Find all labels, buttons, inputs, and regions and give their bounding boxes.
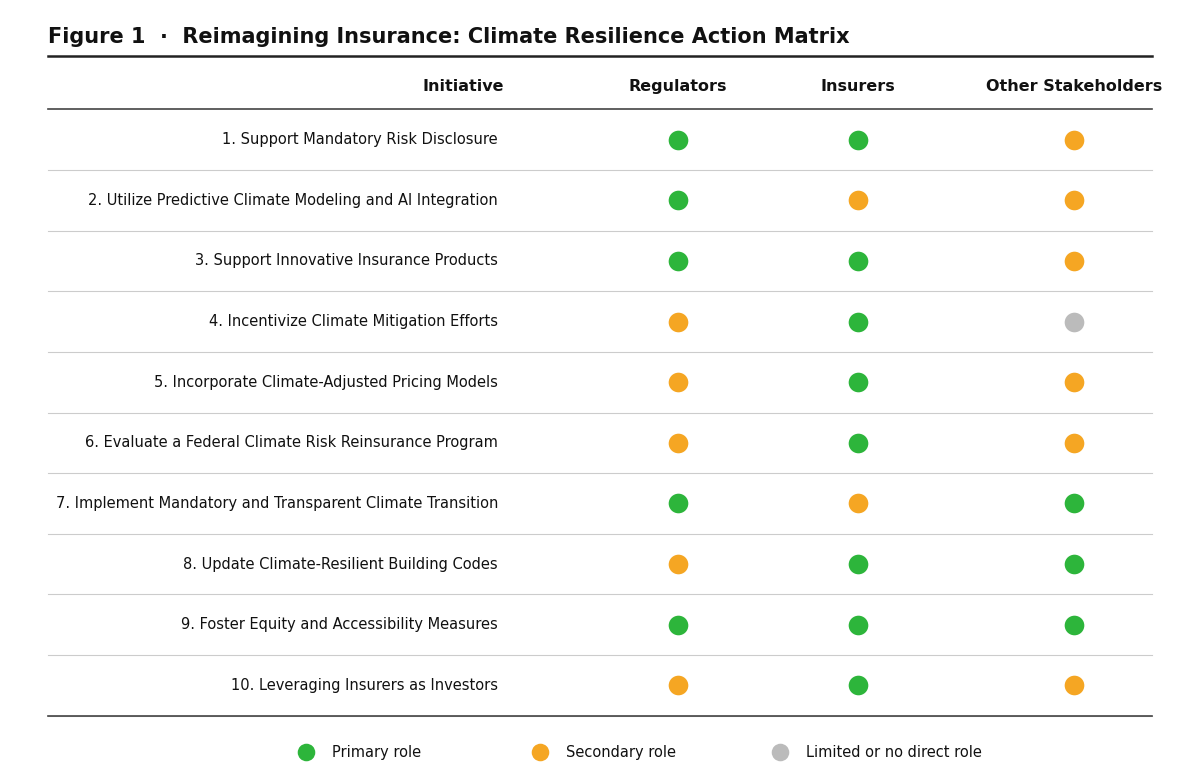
Text: 5. Incorporate Climate-Adjusted Pricing Models: 5. Incorporate Climate-Adjusted Pricing … <box>154 375 498 389</box>
Point <box>770 746 790 759</box>
Point <box>1064 619 1084 631</box>
Text: 2. Utilize Predictive Climate Modeling and AI Integration: 2. Utilize Predictive Climate Modeling a… <box>89 193 498 208</box>
Point <box>848 255 868 267</box>
Point <box>848 194 868 206</box>
Point <box>668 134 688 146</box>
Point <box>668 194 688 206</box>
Text: Limited or no direct role: Limited or no direct role <box>806 744 983 760</box>
Point <box>296 746 316 759</box>
Text: Secondary role: Secondary role <box>566 744 677 760</box>
Point <box>848 376 868 389</box>
Point <box>668 558 688 570</box>
Point <box>1064 497 1084 510</box>
Text: Figure 1  ·  Reimagining Insurance: Climate Resilience Action Matrix: Figure 1 · Reimagining Insurance: Climat… <box>48 27 850 48</box>
Text: 10. Leveraging Insurers as Investors: 10. Leveraging Insurers as Investors <box>230 678 498 693</box>
Point <box>848 134 868 146</box>
Point <box>668 679 688 691</box>
Text: 3. Support Innovative Insurance Products: 3. Support Innovative Insurance Products <box>196 253 498 268</box>
Point <box>848 619 868 631</box>
Point <box>668 255 688 267</box>
Point <box>848 436 868 449</box>
Point <box>1064 194 1084 206</box>
Point <box>1064 436 1084 449</box>
Text: 8. Update Climate-Resilient Building Codes: 8. Update Climate-Resilient Building Cod… <box>184 557 498 572</box>
Text: 7. Implement Mandatory and Transparent Climate Transition: 7. Implement Mandatory and Transparent C… <box>55 496 498 511</box>
Text: 9. Foster Equity and Accessibility Measures: 9. Foster Equity and Accessibility Measu… <box>181 617 498 632</box>
Point <box>530 746 550 759</box>
Text: 4. Incentivize Climate Mitigation Efforts: 4. Incentivize Climate Mitigation Effort… <box>209 314 498 329</box>
Text: Primary role: Primary role <box>332 744 421 760</box>
Point <box>1064 315 1084 328</box>
Point <box>1064 134 1084 146</box>
Point <box>668 497 688 510</box>
Point <box>668 436 688 449</box>
Point <box>848 558 868 570</box>
Point <box>668 619 688 631</box>
Point <box>848 679 868 691</box>
Point <box>848 315 868 328</box>
Text: 6. Evaluate a Federal Climate Risk Reinsurance Program: 6. Evaluate a Federal Climate Risk Reins… <box>85 436 498 450</box>
Text: Regulators: Regulators <box>629 78 727 94</box>
Point <box>668 315 688 328</box>
Point <box>1064 376 1084 389</box>
Point <box>1064 558 1084 570</box>
Text: Initiative: Initiative <box>422 78 504 94</box>
Text: Insurers: Insurers <box>821 78 895 94</box>
Text: Other Stakeholders: Other Stakeholders <box>986 78 1162 94</box>
Point <box>1064 255 1084 267</box>
Point <box>1064 679 1084 691</box>
Text: 1. Support Mandatory Risk Disclosure: 1. Support Mandatory Risk Disclosure <box>222 132 498 147</box>
Point <box>848 497 868 510</box>
Point <box>668 376 688 389</box>
